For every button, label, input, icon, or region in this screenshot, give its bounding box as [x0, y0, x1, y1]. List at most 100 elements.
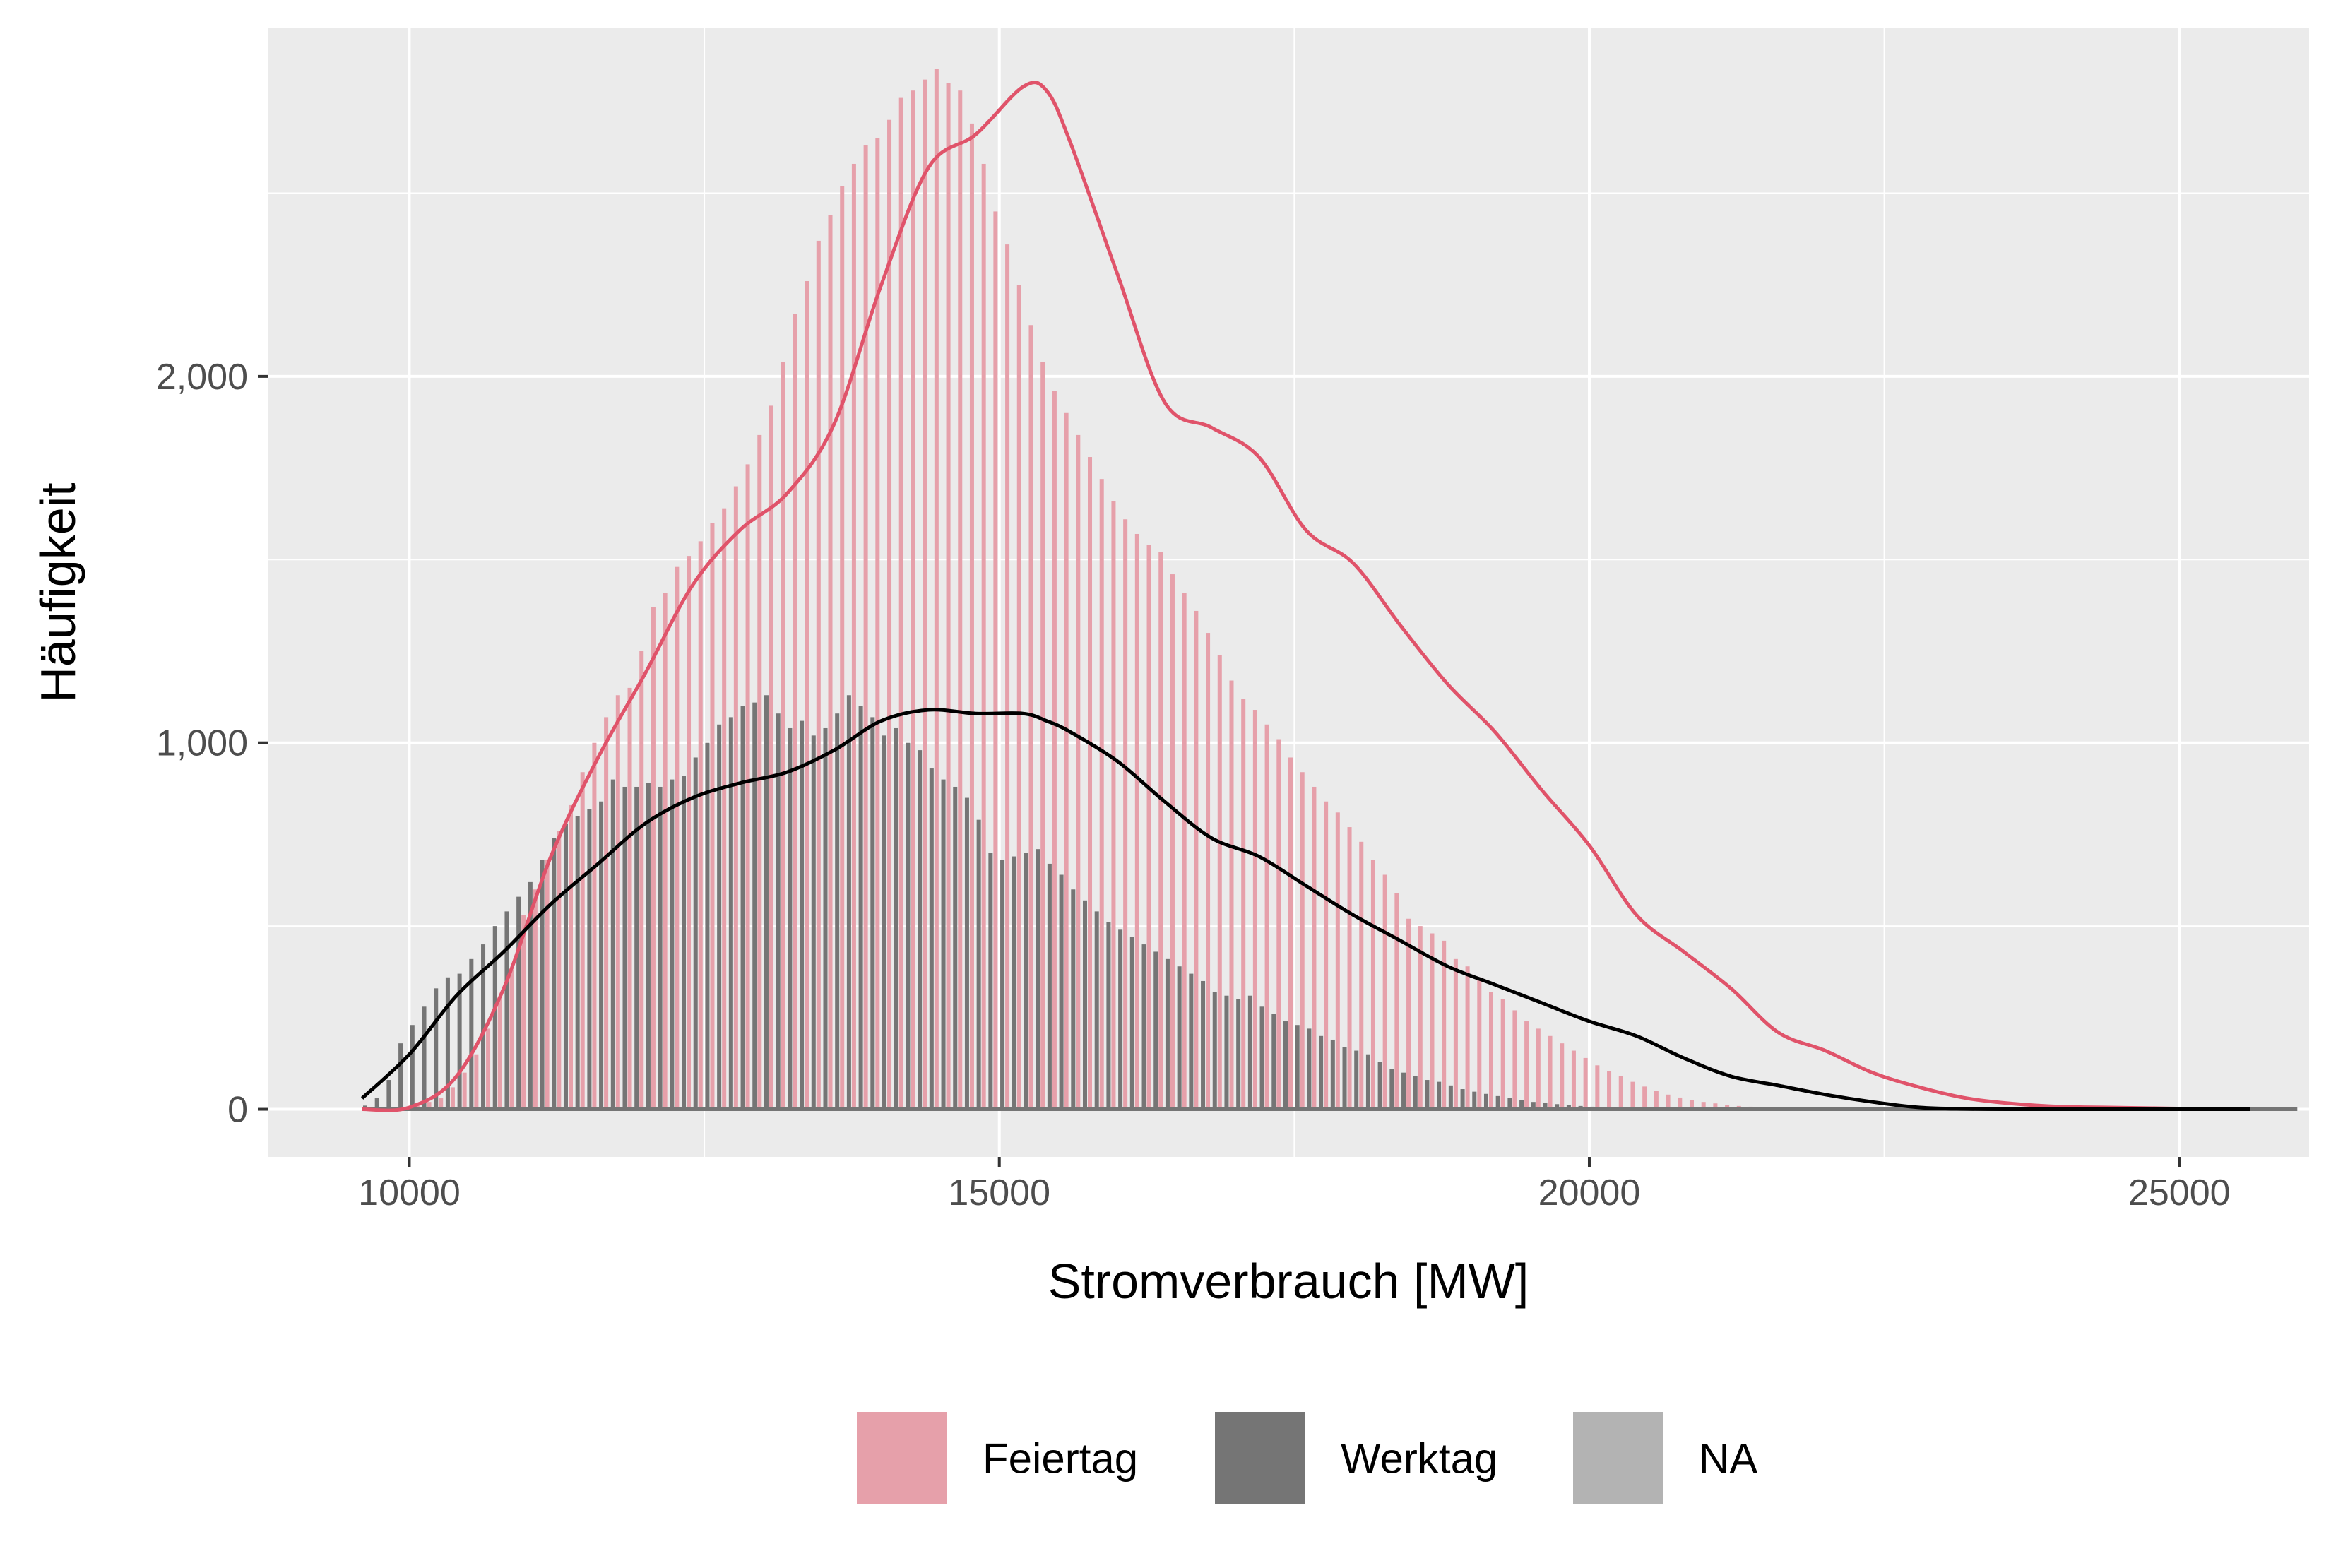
bar-feiertag [898, 97, 903, 1110]
bar-feiertag [1406, 918, 1411, 1110]
bar-feiertag [1088, 457, 1093, 1110]
bar-feiertag [1560, 1043, 1565, 1110]
bar-feiertag [851, 163, 856, 1110]
x-tick-label: 25000 [2128, 1172, 2231, 1213]
bar-feiertag [722, 508, 727, 1110]
bar-werktag [1555, 1104, 1560, 1110]
bar-werktag [1071, 889, 1076, 1110]
bar-werktag [552, 838, 557, 1110]
bar-werktag [800, 720, 805, 1110]
x-axis-title: Stromverbrauch [MW] [1048, 1254, 1529, 1309]
bar-werktag [976, 819, 981, 1110]
x-tick-label: 15000 [948, 1172, 1050, 1213]
bar-feiertag [1524, 1021, 1529, 1110]
bar-feiertag [1701, 1102, 1706, 1110]
bar-feiertag [757, 434, 762, 1110]
bar-werktag [1437, 1081, 1442, 1110]
bar-werktag [1036, 849, 1040, 1110]
bar-feiertag [1465, 966, 1470, 1110]
bar-feiertag [1123, 519, 1128, 1110]
bar-feiertag [1548, 1035, 1553, 1110]
bar-feiertag [627, 687, 632, 1110]
bar-werktag [1389, 1069, 1394, 1110]
bar-feiertag [793, 314, 797, 1110]
bar-werktag [764, 695, 769, 1110]
bar-werktag [646, 783, 651, 1110]
bar-werktag [1189, 973, 1194, 1110]
bar-werktag [1483, 1093, 1488, 1110]
bar-feiertag [675, 566, 680, 1110]
bar-feiertag [1158, 552, 1163, 1110]
bar-werktag [481, 944, 486, 1110]
bar-werktag [1141, 944, 1146, 1110]
y-tick-label: 2,000 [156, 357, 248, 398]
bar-werktag [693, 757, 698, 1110]
bar-werktag [1354, 1050, 1359, 1110]
bar-feiertag [1370, 860, 1375, 1110]
bar-feiertag [1583, 1057, 1588, 1110]
bar-werktag [386, 1080, 391, 1110]
bar-werktag [1377, 1062, 1382, 1110]
bar-werktag [1000, 860, 1005, 1110]
bar-feiertag [1335, 812, 1340, 1110]
bar-werktag [398, 1043, 403, 1110]
bar-feiertag [1300, 772, 1305, 1110]
bar-feiertag [545, 860, 550, 1110]
bar-feiertag [663, 593, 668, 1110]
bar-feiertag [1418, 926, 1423, 1110]
bar-werktag [1543, 1103, 1548, 1110]
bar-werktag [1082, 900, 1088, 1110]
bar-werktag [422, 1006, 427, 1110]
x-tick-label: 20000 [1538, 1172, 1641, 1213]
bar-werktag [1106, 922, 1111, 1110]
bar-werktag [563, 823, 568, 1110]
bar-werktag [1307, 1028, 1312, 1110]
bar-werktag [894, 727, 898, 1110]
bar-feiertag [557, 831, 562, 1110]
bar-werktag [1342, 1047, 1347, 1110]
bar-feiertag [568, 804, 573, 1110]
bar-feiertag [1016, 285, 1021, 1110]
bar-werktag [953, 786, 958, 1110]
bar-feiertag [1430, 933, 1435, 1110]
bar-werktag [492, 926, 497, 1110]
bar-feiertag [1241, 699, 1246, 1110]
bar-werktag [1460, 1089, 1465, 1110]
bar-feiertag [805, 280, 809, 1110]
bar-werktag [587, 809, 592, 1110]
bar-feiertag [911, 90, 915, 1110]
bar-feiertag [1217, 655, 1222, 1110]
legend-key-na [1570, 1409, 1666, 1507]
bar-werktag [1201, 980, 1206, 1110]
bar-werktag [1448, 1085, 1453, 1110]
bar-feiertag [1182, 593, 1187, 1110]
bar-feiertag [1040, 362, 1045, 1110]
bar-feiertag [863, 145, 868, 1110]
y-axis: 0 1,000 2,000 [156, 357, 268, 1131]
bar-werktag [858, 706, 863, 1110]
bar-werktag [811, 735, 816, 1110]
bar-werktag [682, 776, 687, 1110]
bar-werktag [1507, 1098, 1512, 1110]
bar-werktag [1177, 966, 1182, 1110]
bar-werktag [1283, 1021, 1288, 1110]
bar-feiertag [828, 215, 833, 1110]
bar-feiertag [1630, 1081, 1635, 1110]
bar-werktag [1531, 1102, 1536, 1110]
bar-werktag [870, 717, 875, 1110]
bar-feiertag [427, 1102, 432, 1110]
bar-werktag [504, 911, 509, 1110]
bar-werktag [728, 717, 733, 1110]
bar-werktag [599, 801, 604, 1110]
density-lines [360, 81, 2250, 1112]
bar-feiertag [1312, 786, 1317, 1110]
bar-werktag [740, 706, 745, 1110]
bar-werktag [1118, 929, 1123, 1110]
bar-werktag [1059, 874, 1064, 1110]
bar-werktag [1236, 999, 1241, 1110]
x-tick-label: 10000 [358, 1172, 461, 1213]
bar-werktag [1330, 1039, 1335, 1110]
bar-werktag [622, 786, 627, 1110]
bar-feiertag [934, 69, 939, 1110]
bar-werktag [410, 1025, 415, 1110]
